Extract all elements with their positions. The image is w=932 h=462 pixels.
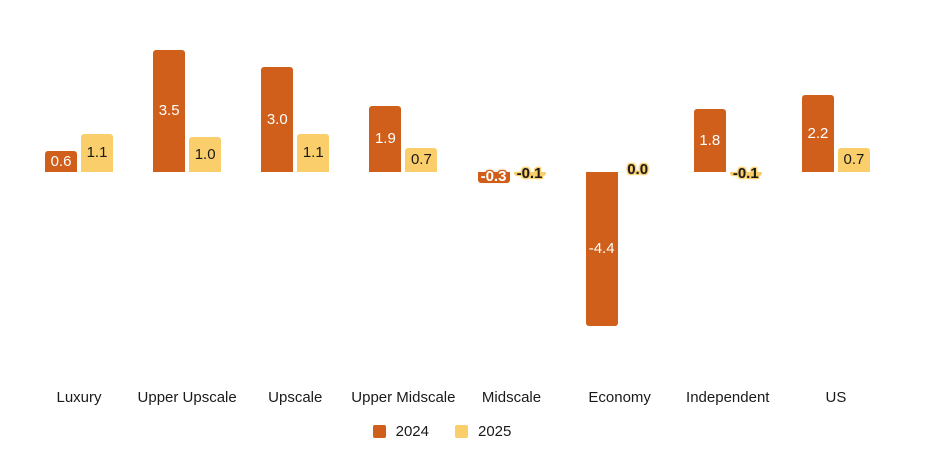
category-label-midscale: Midscale <box>481 389 542 406</box>
bar-2025-upscale <box>297 133 330 172</box>
bar-2024-us <box>801 95 834 172</box>
bar-2024-independent <box>693 109 726 172</box>
value-label-2024-upper-midscale: 1.9 <box>374 129 396 147</box>
category-label-independent: Independent <box>686 389 770 406</box>
bar-2025-luxury <box>81 133 113 172</box>
bar-2024-upscale <box>261 67 294 172</box>
value-label-2025-upper-midscale: 0.7 <box>410 150 432 168</box>
category-label-luxury: Luxury <box>56 389 102 406</box>
value-label-2025-economy: 0.0 <box>627 161 649 178</box>
bar-2025-us <box>837 147 870 172</box>
category-label-upscale: Upscale <box>268 389 323 406</box>
value-label-2024-independent: 1.8 <box>699 131 721 149</box>
bar-2024-midscale <box>477 172 510 183</box>
legend-label-2025: 2025 <box>478 423 512 440</box>
legend-label-2024: 2024 <box>395 423 429 440</box>
value-label-2025-us: 0.7 <box>843 150 865 168</box>
legend-item-2025: 2025 <box>455 423 511 440</box>
legend-swatch-2025-icon <box>455 425 468 438</box>
bar-2024-upper-upscale <box>153 49 186 172</box>
category-label-economy: Economy <box>588 389 651 406</box>
plot-area: 0.6 1.1 Luxury 3.5 1.0 Upper Upscale 3.0 1.1 Ups… <box>45 49 870 406</box>
value-label-2025-luxury: 1.1 <box>86 143 108 161</box>
bar-2025-midscale <box>513 172 546 176</box>
bar-2024-luxury <box>45 151 77 172</box>
value-label-2024-us: 2.2 <box>807 124 829 142</box>
legend-item-2024: 2024 <box>372 423 429 440</box>
bar-2025-upper-midscale <box>405 147 438 172</box>
bar-2025-upper-upscale <box>189 137 222 172</box>
value-label-2024-midscale: -0.3 <box>480 168 507 186</box>
value-label-2024-economy: -4.4 <box>588 240 615 257</box>
value-label-2025-independent: -0.1 <box>732 164 759 182</box>
value-label-2024-upper-upscale: 3.5 <box>158 101 180 119</box>
legend-swatch-2024-icon <box>372 425 386 438</box>
value-label-2025-upscale: 1.1 <box>302 143 324 161</box>
bar-2024-upper-midscale <box>369 105 402 172</box>
bar-2025-independent <box>729 172 762 176</box>
legend: 2024 2025 <box>0 423 908 440</box>
value-label-2024-luxury: 0.6 <box>50 152 72 170</box>
value-label-2025-midscale: -0.1 <box>516 164 543 182</box>
value-label-2024-upscale: 3.0 <box>266 110 288 128</box>
category-label-us: US <box>825 389 847 406</box>
category-label-upper-midscale: Upper Midscale <box>351 389 456 406</box>
category-label-upper-upscale: Upper Upscale <box>137 389 237 406</box>
bar-2024-economy <box>585 172 618 326</box>
value-label-2025-upper-upscale: 1.0 <box>194 145 216 163</box>
